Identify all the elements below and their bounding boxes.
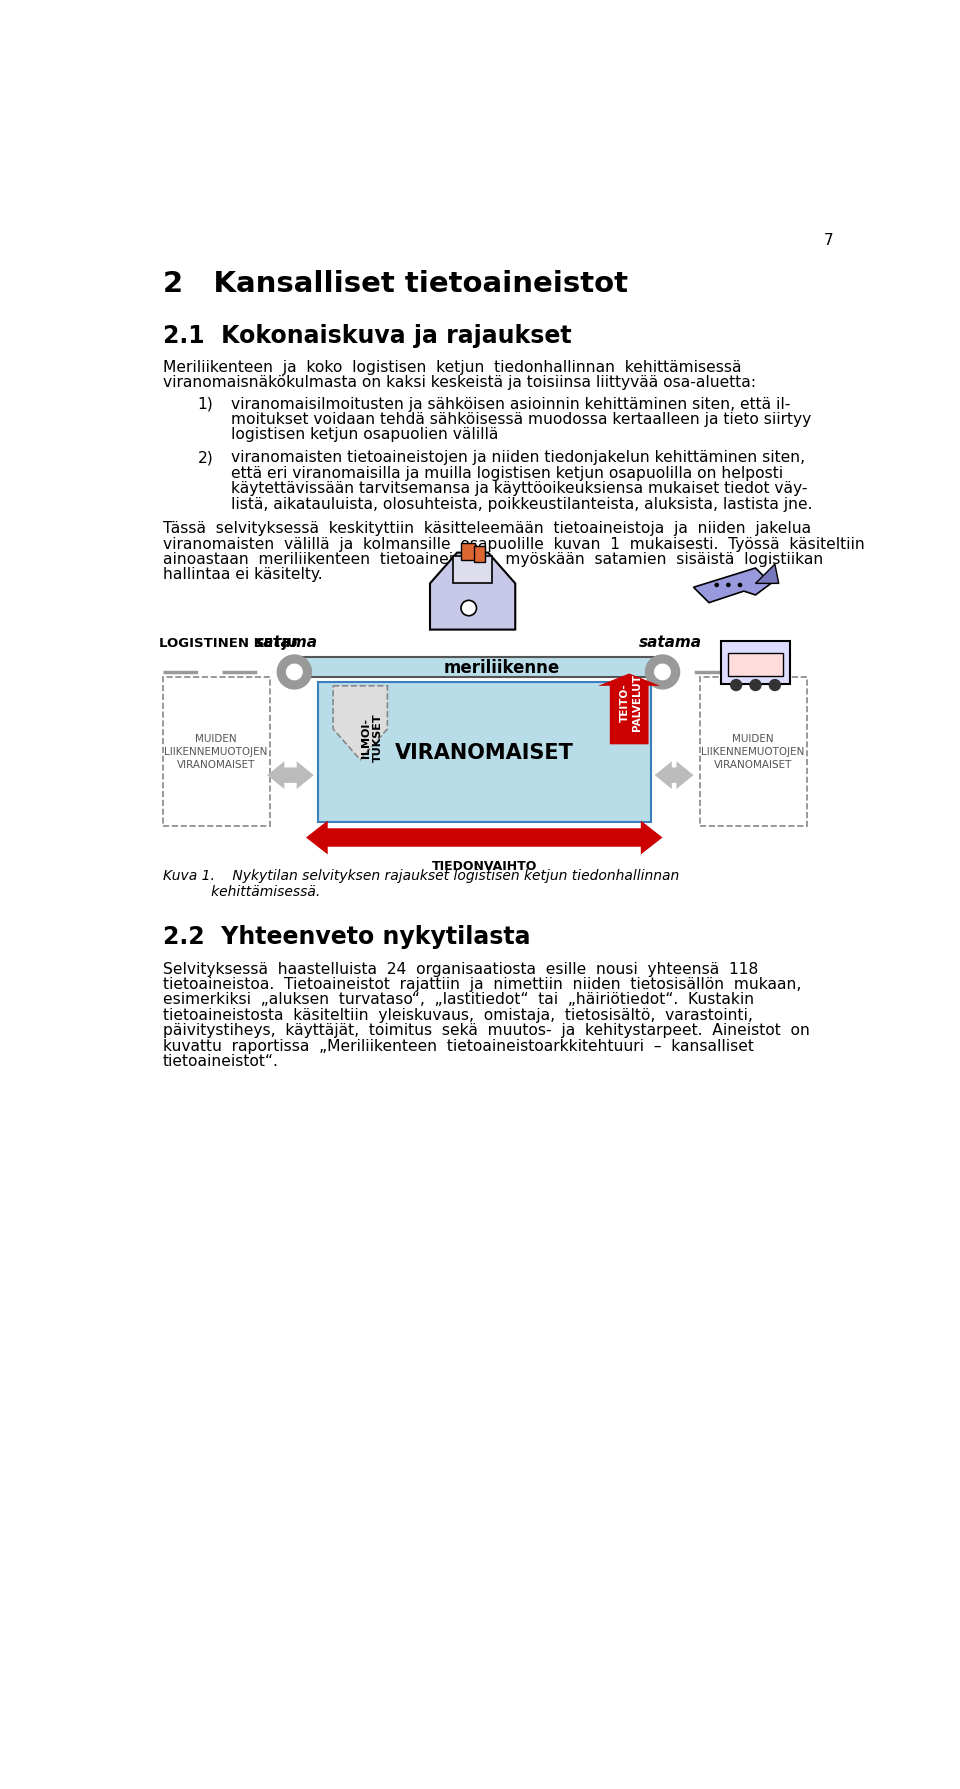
Text: että eri viranomaisilla ja muilla logistisen ketjun osapuolilla on helposti: että eri viranomaisilla ja muilla logist… <box>230 465 783 481</box>
Text: logistisen ketjun osapuolien välillä: logistisen ketjun osapuolien välillä <box>230 428 498 442</box>
Bar <box>474 547 485 562</box>
Bar <box>700 678 806 827</box>
Text: 2): 2) <box>198 451 213 465</box>
Circle shape <box>655 666 670 680</box>
Text: moitukset voidaan tehdä sähköisessä muodossa kertaalleen ja tieto siirtyy: moitukset voidaan tehdä sähköisessä muod… <box>230 411 811 428</box>
Text: tietoaineistoa.  Tietoaineistot  rajattiin  ja  nimettiin  niiden  tietosisällön: tietoaineistoa. Tietoaineistot rajattiin… <box>162 977 801 991</box>
Text: viranomaisten  välillä  ja  kolmansille  osapuolille  kuvan  1  mukaisesti.  Työ: viranomaisten välillä ja kolmansille osa… <box>162 537 864 551</box>
Text: ILMOI-
TUKSET: ILMOI- TUKSET <box>361 714 383 762</box>
Text: satama: satama <box>255 635 318 649</box>
Polygon shape <box>598 674 660 744</box>
Bar <box>162 678 270 827</box>
Bar <box>729 653 782 676</box>
Circle shape <box>730 680 742 692</box>
Text: 1): 1) <box>198 397 213 411</box>
Bar <box>453 556 492 583</box>
Text: Meriliikenteen  ja  koko  logistisen  ketjun  tiedonhallinnan  kehittämisessä: Meriliikenteen ja koko logistisen ketjun… <box>162 360 741 374</box>
Text: viranomaisten tietoaineistojen ja niiden tiedonjakelun kehittäminen siten,: viranomaisten tietoaineistojen ja niiden… <box>230 451 804 465</box>
Text: Selvityksessä  haastelluista  24  organisaatiosta  esille  nousi  yhteensä  118: Selvityksessä haastelluista 24 organisaa… <box>162 961 757 977</box>
Text: LOGISTINEN KETJU: LOGISTINEN KETJU <box>158 637 298 649</box>
Text: hallintaa ei käsitelty.: hallintaa ei käsitelty. <box>162 567 323 581</box>
Circle shape <box>714 583 719 589</box>
Text: esimerkiksi  „aluksen  turvataso“,  „lastitiedot“  tai  „häiriötiedot“.  Kustaki: esimerkiksi „aluksen turvataso“, „lastit… <box>162 991 754 1007</box>
Text: TIEDONVAIHTO: TIEDONVAIHTO <box>432 859 537 873</box>
Text: 2   Kansalliset tietoaineistot: 2 Kansalliset tietoaineistot <box>162 270 628 299</box>
Circle shape <box>726 583 731 589</box>
Text: kehittämisessä.: kehittämisessä. <box>162 884 320 898</box>
Bar <box>318 683 651 823</box>
Text: TEITO-
PALVELUT: TEITO- PALVELUT <box>620 674 641 730</box>
Circle shape <box>750 680 761 692</box>
Text: satama: satama <box>638 635 702 649</box>
Text: tietoaineistot“.: tietoaineistot“. <box>162 1054 278 1068</box>
Text: ainoastaan  meriliikenteen  tietoaineistoja,  myöskään  satamien  sisäistä  logi: ainoastaan meriliikenteen tietoaineistoj… <box>162 551 823 567</box>
Polygon shape <box>693 569 771 603</box>
Bar <box>295 657 662 678</box>
Circle shape <box>461 601 476 617</box>
Text: viranomaisilmoitusten ja sähköisen asioinnin kehittäminen siten, että il-: viranomaisilmoitusten ja sähköisen asioi… <box>230 397 790 411</box>
Polygon shape <box>430 553 516 630</box>
Text: Kuva 1.    Nykytilan selvityksen rajaukset logistisen ketjun tiedonhallinnan: Kuva 1. Nykytilan selvityksen rajaukset … <box>162 869 679 882</box>
Text: MUIDEN
LIIKENNEMUOTOJEN
VIRANOMAISET: MUIDEN LIIKENNEMUOTOJEN VIRANOMAISET <box>164 733 268 769</box>
Text: kuvattu  raportissa  „Meriliikenteen  tietoaineistoarkkitehtuuri  –  kansalliset: kuvattu raportissa „Meriliikenteen tieto… <box>162 1038 754 1054</box>
Text: VIRANOMAISET: VIRANOMAISET <box>395 742 574 762</box>
Bar <box>461 544 475 562</box>
Text: MUIDEN
LIIKENNEMUOTOJEN
VIRANOMAISET: MUIDEN LIIKENNEMUOTOJEN VIRANOMAISET <box>702 733 804 769</box>
Polygon shape <box>655 762 693 789</box>
Polygon shape <box>267 762 314 789</box>
Text: ✈: ✈ <box>709 562 756 615</box>
Text: meriliikenne: meriliikenne <box>444 658 560 676</box>
Polygon shape <box>306 821 662 855</box>
Text: päivitystiheys,  käyttäjät,  toimitus  sekä  muutos-  ja  kehitystarpeet.  Ainei: päivitystiheys, käyttäjät, toimitus sekä… <box>162 1023 809 1038</box>
Bar <box>721 642 790 683</box>
Text: tietoaineistosta  käsiteltiin  yleiskuvaus,  omistaja,  tietosisältö,  varastoin: tietoaineistosta käsiteltiin yleiskuvaus… <box>162 1007 753 1022</box>
Circle shape <box>737 583 742 589</box>
Text: viranomaisnäkökulmasta on kaksi keskeistä ja toisiinsa liittyvää osa-aluetta:: viranomaisnäkökulmasta on kaksi keskeist… <box>162 374 756 390</box>
Circle shape <box>645 655 680 689</box>
Text: 7: 7 <box>824 233 833 247</box>
Text: listä, aikatauluista, olosuhteista, poikkeustilanteista, aluksista, lastista jne: listä, aikatauluista, olosuhteista, poik… <box>230 496 812 512</box>
Text: 2.1  Kokonaiskuva ja rajaukset: 2.1 Kokonaiskuva ja rajaukset <box>162 324 571 347</box>
Polygon shape <box>756 565 779 583</box>
Polygon shape <box>333 687 388 760</box>
Circle shape <box>769 680 781 692</box>
Text: käytettävissään tarvitsemansa ja käyttöoikeuksiensa mukaiset tiedot väy-: käytettävissään tarvitsemansa ja käyttöo… <box>230 481 807 496</box>
Text: 2.2  Yhteenveto nykytilasta: 2.2 Yhteenveto nykytilasta <box>162 925 530 948</box>
Text: Tässä  selvityksessä  keskityttiin  käsitteleemään  tietoaineistoja  ja  niiden : Tässä selvityksessä keskityttiin käsitte… <box>162 521 811 537</box>
Circle shape <box>277 655 311 689</box>
Circle shape <box>287 666 302 680</box>
